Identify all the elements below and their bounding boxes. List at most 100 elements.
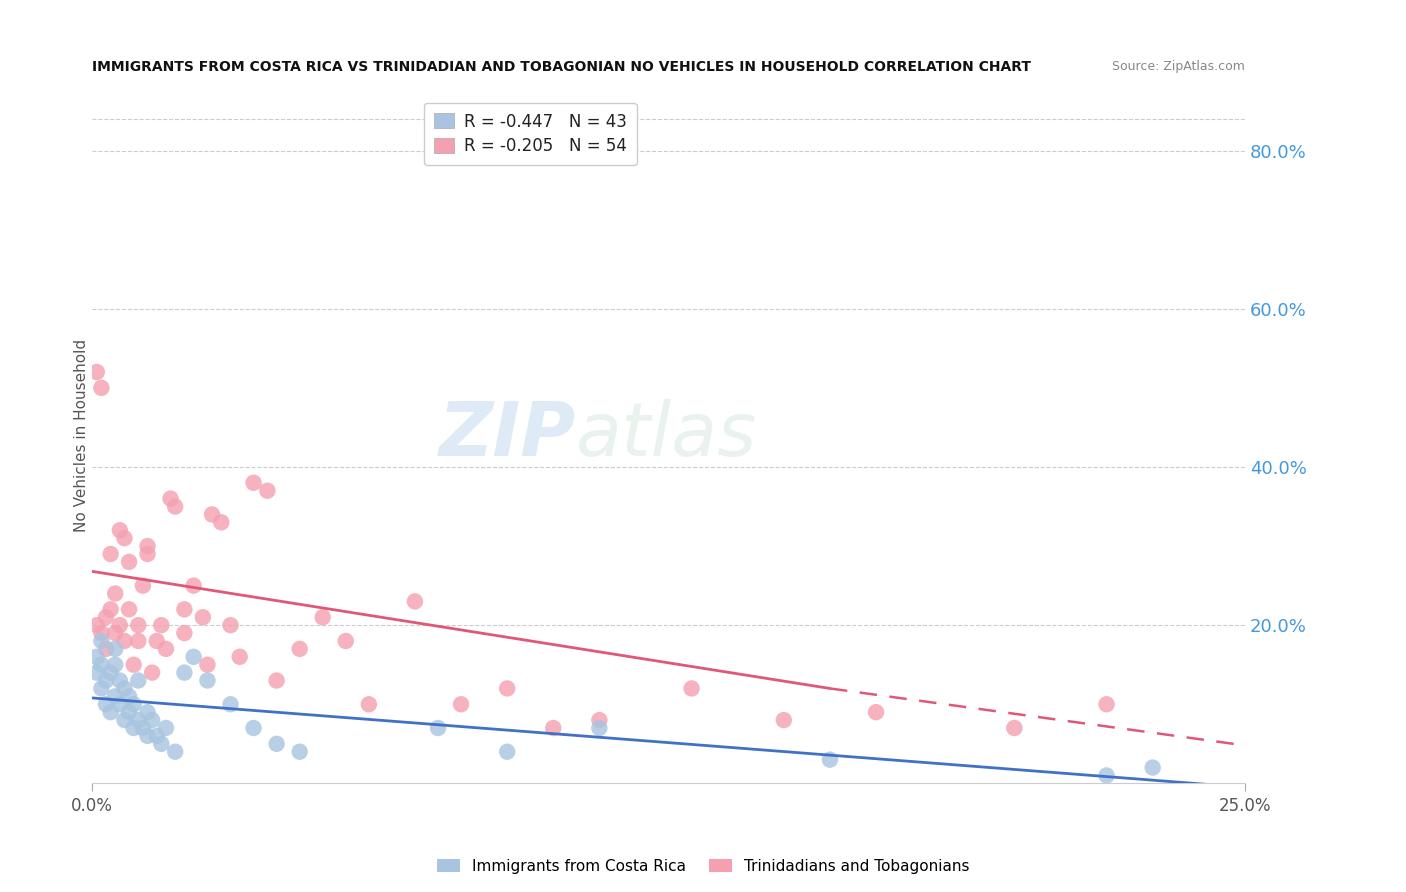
Point	[150, 737, 173, 751]
Point	[108, 523, 131, 537]
Point	[1002, 721, 1025, 735]
Point	[427, 721, 450, 735]
Point	[100, 705, 122, 719]
Point	[209, 516, 232, 530]
Point	[266, 673, 288, 688]
Point	[173, 626, 195, 640]
Point	[681, 681, 703, 696]
Point	[114, 531, 136, 545]
Point	[588, 713, 610, 727]
Point	[155, 721, 177, 735]
Point	[122, 698, 145, 712]
Point	[136, 547, 159, 561]
Point	[114, 634, 136, 648]
Point	[159, 491, 181, 506]
Point	[357, 698, 380, 712]
Point	[165, 500, 187, 514]
Point	[242, 721, 264, 735]
Point	[90, 657, 112, 672]
Text: atlas: atlas	[576, 400, 758, 471]
Point	[122, 721, 145, 735]
Point	[136, 705, 159, 719]
Point	[90, 681, 112, 696]
Point	[90, 634, 112, 648]
Point	[90, 626, 112, 640]
Point	[127, 618, 149, 632]
Point	[108, 673, 131, 688]
Point	[94, 698, 117, 712]
Point	[155, 641, 177, 656]
Point	[118, 602, 141, 616]
Point	[104, 586, 127, 600]
Point	[197, 673, 219, 688]
Point	[818, 753, 841, 767]
Point	[543, 721, 565, 735]
Point	[865, 705, 887, 719]
Point	[108, 698, 131, 712]
Point	[127, 673, 149, 688]
Point	[94, 673, 117, 688]
Point	[219, 618, 242, 632]
Point	[183, 579, 205, 593]
Point	[100, 547, 122, 561]
Point	[173, 602, 195, 616]
Point	[1095, 768, 1118, 782]
Point	[197, 657, 219, 672]
Point	[118, 705, 141, 719]
Point	[127, 634, 149, 648]
Point	[108, 618, 131, 632]
Point	[150, 618, 173, 632]
Point	[114, 681, 136, 696]
Point	[100, 665, 122, 680]
Point	[114, 713, 136, 727]
Point	[201, 508, 224, 522]
Point	[772, 713, 794, 727]
Point	[104, 657, 127, 672]
Point	[242, 475, 264, 490]
Text: IMMIGRANTS FROM COSTA RICA VS TRINIDADIAN AND TOBAGONIAN NO VEHICLES IN HOUSEHOL: IMMIGRANTS FROM COSTA RICA VS TRINIDADIA…	[93, 60, 1031, 74]
Legend: R = -0.447   N = 43, R = -0.205   N = 54: R = -0.447 N = 43, R = -0.205 N = 54	[423, 103, 637, 165]
Point	[335, 634, 357, 648]
Point	[100, 602, 122, 616]
Point	[118, 690, 141, 704]
Point	[86, 665, 108, 680]
Legend: Immigrants from Costa Rica, Trinidadians and Tobagonians: Immigrants from Costa Rica, Trinidadians…	[430, 853, 976, 880]
Point	[86, 365, 108, 379]
Point	[86, 649, 108, 664]
Point	[165, 745, 187, 759]
Point	[312, 610, 335, 624]
Point	[122, 657, 145, 672]
Point	[288, 641, 311, 656]
Point	[132, 579, 155, 593]
Point	[496, 745, 519, 759]
Text: Source: ZipAtlas.com: Source: ZipAtlas.com	[1112, 61, 1244, 73]
Point	[588, 721, 610, 735]
Point	[118, 555, 141, 569]
Point	[1095, 698, 1118, 712]
Point	[94, 641, 117, 656]
Y-axis label: No Vehicles in Household: No Vehicles in Household	[73, 339, 89, 532]
Point	[136, 539, 159, 553]
Point	[219, 698, 242, 712]
Point	[404, 594, 426, 608]
Point	[141, 713, 163, 727]
Point	[256, 483, 278, 498]
Point	[86, 618, 108, 632]
Point	[104, 641, 127, 656]
Point	[132, 721, 155, 735]
Point	[450, 698, 472, 712]
Point	[104, 626, 127, 640]
Point	[104, 690, 127, 704]
Point	[136, 729, 159, 743]
Point	[141, 665, 163, 680]
Point	[145, 729, 167, 743]
Point	[183, 649, 205, 664]
Point	[229, 649, 252, 664]
Text: ZIP: ZIP	[439, 399, 576, 472]
Point	[1142, 760, 1164, 774]
Point	[145, 634, 167, 648]
Point	[496, 681, 519, 696]
Point	[173, 665, 195, 680]
Point	[94, 610, 117, 624]
Point	[191, 610, 214, 624]
